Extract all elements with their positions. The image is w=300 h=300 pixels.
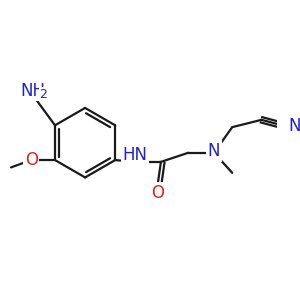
Text: O: O xyxy=(151,184,164,202)
Text: N: N xyxy=(208,142,220,160)
Text: NH: NH xyxy=(20,82,46,100)
Text: HN: HN xyxy=(123,146,148,164)
Text: O: O xyxy=(25,151,38,169)
Text: 2: 2 xyxy=(39,88,47,101)
Text: N: N xyxy=(288,117,300,135)
